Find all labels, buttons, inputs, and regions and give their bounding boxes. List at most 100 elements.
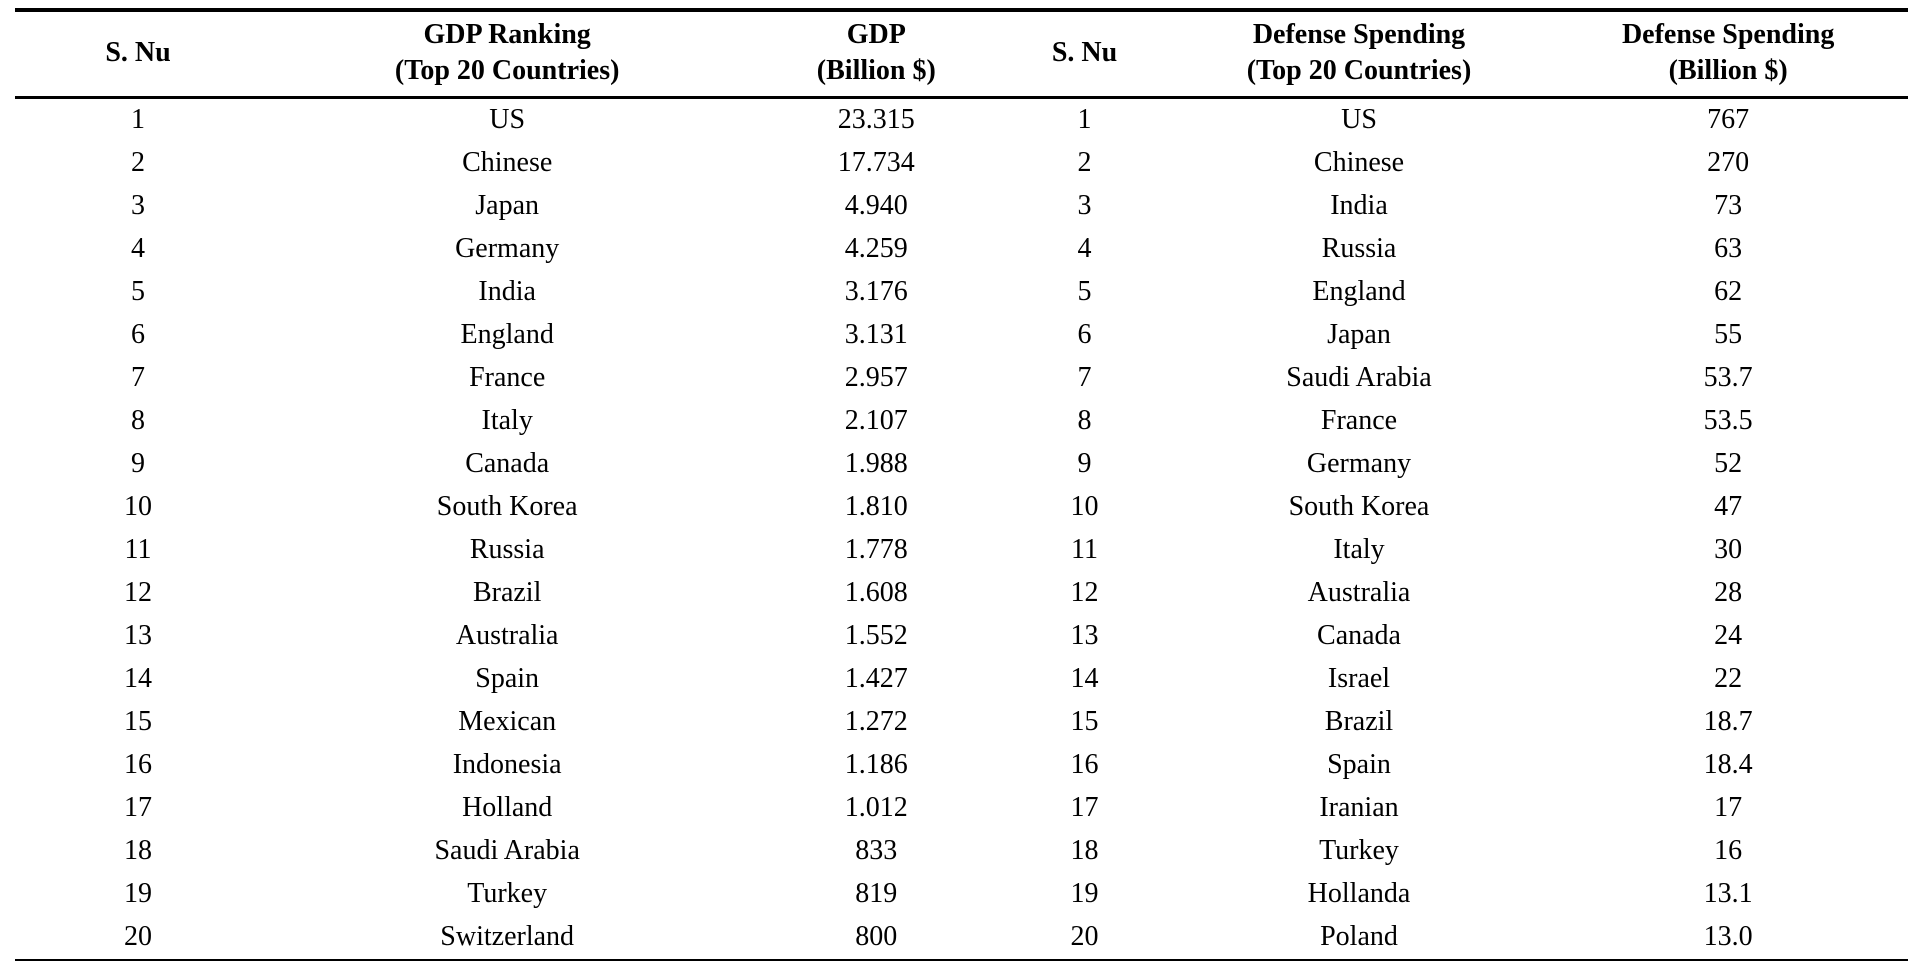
cell-gdp-value: 1.778 <box>844 534 908 566</box>
cell-serial-def: 2 <box>1077 147 1092 179</box>
cell-gdp-value: 23.315 <box>837 104 915 136</box>
cell-def-country: England <box>1312 276 1406 308</box>
table-row: 6 England 3.131 6 Japan 55 <box>15 314 1908 357</box>
cell-serial-gdp: 3 <box>131 190 146 222</box>
cell-def-value: 767 <box>1707 104 1750 136</box>
cell-def-value: 28 <box>1714 577 1743 609</box>
cell-def-value: 18.4 <box>1703 749 1753 781</box>
table-row: 7 France 2.957 7 Saudi Arabia 53.7 <box>15 357 1908 400</box>
cell-gdp-country: Italy <box>481 405 533 437</box>
cell-serial-gdp: 13 <box>124 620 153 652</box>
cell-def-value: 55 <box>1714 319 1743 351</box>
table-row: 5 India 3.176 5 England 62 <box>15 271 1908 314</box>
cell-serial-def: 8 <box>1077 405 1092 437</box>
cell-serial-def: 20 <box>1070 921 1099 953</box>
cell-gdp-value: 2.107 <box>844 405 908 437</box>
cell-serial-def: 19 <box>1070 878 1099 910</box>
cell-gdp-country: Indonesia <box>452 749 562 781</box>
cell-serial-gdp: 8 <box>131 405 146 437</box>
cell-gdp-value: 1.186 <box>844 749 908 781</box>
cell-gdp-country: India <box>478 276 536 308</box>
cell-serial-def: 9 <box>1077 448 1092 480</box>
column-header-serial-number-def: S. Nu <box>999 10 1170 99</box>
cell-def-value: 63 <box>1714 233 1743 265</box>
cell-serial-gdp: 11 <box>124 534 152 566</box>
table-row: 11 Russia 1.778 11 Italy 30 <box>15 529 1908 572</box>
cell-serial-gdp: 16 <box>124 749 153 781</box>
cell-serial-def: 11 <box>1071 534 1098 566</box>
cell-def-country: France <box>1320 405 1398 437</box>
table-row: 17 Holland 1.012 17 Iranian 17 <box>15 787 1908 830</box>
cell-def-value: 270 <box>1707 147 1750 179</box>
cell-serial-gdp: 6 <box>131 319 146 351</box>
cell-gdp-country: Mexican <box>458 706 557 738</box>
cell-gdp-value: 819 <box>855 878 898 910</box>
cell-serial-def: 10 <box>1070 491 1099 523</box>
cell-def-country: Iranian <box>1319 792 1399 824</box>
cell-def-country: Turkey <box>1319 835 1399 867</box>
cell-gdp-country: Holland <box>462 792 553 824</box>
cell-gdp-value: 4.259 <box>844 233 908 265</box>
cell-def-country: Italy <box>1333 534 1385 566</box>
cell-def-country: Germany <box>1306 448 1412 480</box>
cell-serial-gdp: 20 <box>124 921 153 953</box>
cell-serial-gdp: 9 <box>131 448 146 480</box>
cell-def-country: Canada <box>1317 620 1401 652</box>
cell-def-country: India <box>1330 190 1388 222</box>
cell-def-value: 18.7 <box>1703 706 1753 738</box>
cell-gdp-country: Canada <box>465 448 550 480</box>
cell-gdp-value: 17.734 <box>837 147 915 179</box>
cell-def-country: Saudi Arabia <box>1286 362 1432 394</box>
table-row: 8 Italy 2.107 8 France 53.5 <box>15 400 1908 443</box>
table-row: 19 Turkey 819 19 Hollanda 13.1 <box>15 873 1908 916</box>
cell-def-country: Russia <box>1321 233 1397 265</box>
column-header-gdp-ranking: GDP Ranking (Top 20 Countries) <box>261 10 754 99</box>
table-row: 1 US 23.315 1 US 767 <box>15 97 1908 142</box>
cell-gdp-country: South Korea <box>436 491 578 523</box>
cell-serial-def: 7 <box>1077 362 1092 394</box>
cell-gdp-value: 833 <box>855 835 898 867</box>
cell-serial-gdp: 17 <box>124 792 153 824</box>
column-header-serial-number-gdp: S. Nu <box>15 10 262 99</box>
cell-gdp-value: 1.552 <box>844 620 908 652</box>
cell-def-value: 30 <box>1714 534 1743 566</box>
cell-serial-def: 16 <box>1070 749 1099 781</box>
cell-serial-gdp: 12 <box>124 577 153 609</box>
cell-def-value: 16 <box>1714 835 1743 867</box>
cell-gdp-country: Russia <box>469 534 545 566</box>
cell-gdp-country: Spain <box>475 663 540 695</box>
cell-serial-gdp: 15 <box>124 706 153 738</box>
cell-serial-gdp: 7 <box>131 362 146 394</box>
cell-def-country: Japan <box>1327 319 1391 351</box>
cell-gdp-country: Switzerland <box>440 921 575 953</box>
cell-def-value: 24 <box>1714 620 1743 652</box>
cell-gdp-country: Brazil <box>472 577 542 609</box>
cell-serial-def: 6 <box>1077 319 1092 351</box>
cell-serial-def: 13 <box>1070 620 1099 652</box>
cell-gdp-country: Australia <box>455 620 559 652</box>
cell-serial-gdp: 1 <box>131 104 146 136</box>
table-row: 12 Brazil 1.608 12 Australia 28 <box>15 572 1908 615</box>
cell-def-value: 73 <box>1714 190 1743 222</box>
table-row: 20 Switzerland 800 20 Poland 13.0 <box>15 916 1908 961</box>
cell-gdp-country: England <box>460 319 554 351</box>
cell-gdp-value: 1.608 <box>844 577 908 609</box>
cell-gdp-country: Turkey <box>467 878 548 910</box>
table-row: 15 Mexican 1.272 15 Brazil 18.7 <box>15 701 1908 744</box>
cell-def-value: 13.0 <box>1703 921 1753 953</box>
cell-serial-def: 1 <box>1077 104 1092 136</box>
cell-gdp-country: Chinese <box>462 147 553 179</box>
cell-serial-def: 4 <box>1077 233 1092 265</box>
cell-def-value: 53.5 <box>1703 405 1753 437</box>
cell-gdp-value: 1.988 <box>844 448 908 480</box>
table-row: 13 Australia 1.552 13 Canada 24 <box>15 615 1908 658</box>
cell-def-country: Israel <box>1327 663 1391 695</box>
cell-def-country: Hollanda <box>1307 878 1411 910</box>
cell-serial-gdp: 4 <box>131 233 146 265</box>
cell-def-country: Chinese <box>1313 147 1405 179</box>
table-header: S. Nu GDP Ranking (Top 20 Countries) GDP… <box>15 10 1908 99</box>
table-row: 3 Japan 4.940 3 India 73 <box>15 185 1908 228</box>
column-header-defense-ranking: Defense Spending (Top 20 Countries) <box>1169 10 1549 99</box>
column-header-gdp-value: GDP (Billion $) <box>753 10 1000 99</box>
